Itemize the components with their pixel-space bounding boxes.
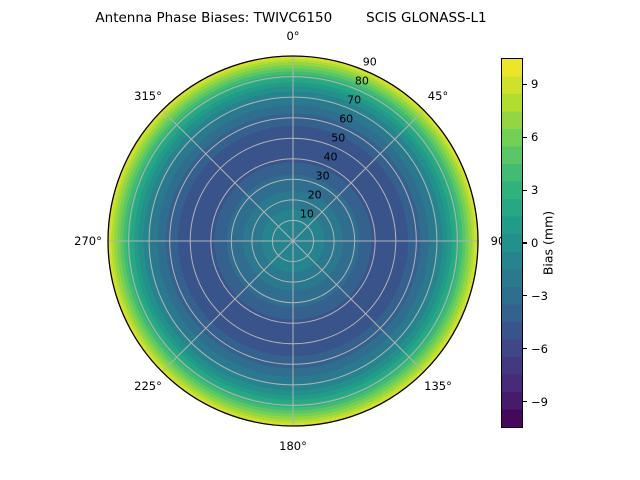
radial-tick-label: 20 xyxy=(307,188,322,202)
angular-tick-label: 225° xyxy=(134,379,162,393)
polar-contour-surface xyxy=(108,56,478,426)
colorbar-tick-mark xyxy=(523,189,527,191)
colorbar-tick-label: 3 xyxy=(531,183,539,198)
colorbar xyxy=(501,58,523,428)
colorbar-tick-mark xyxy=(523,242,527,244)
colorbar-tick-label: 0 xyxy=(531,236,539,250)
radial-tick-label: 90 xyxy=(362,55,377,69)
colorbar-tick-mark xyxy=(523,348,527,350)
angular-tick-label: 270° xyxy=(74,234,102,248)
angular-tick-label: 0° xyxy=(286,29,300,43)
colorbar-tick-mark xyxy=(523,295,527,297)
colorbar-tick-label: 6 xyxy=(531,130,539,145)
colorbar-tick-label: −6 xyxy=(531,341,548,356)
radial-tick-label: 70 xyxy=(347,93,362,107)
angular-tick-label: 180° xyxy=(279,439,307,453)
chart-title-right: SCIS GLONASS-L1 xyxy=(366,10,487,26)
chart-title: Antenna Phase Biases: TWIVC6150 SCIS GLON… xyxy=(0,10,582,26)
angular-tick-label: 45° xyxy=(427,89,449,103)
colorbar-tick-label: 9 xyxy=(531,77,539,92)
angular-tick-label: 315° xyxy=(134,89,162,103)
radial-tick-label: 10 xyxy=(299,207,314,221)
chart-title-left: Antenna Phase Biases: TWIVC6150 xyxy=(95,10,333,26)
radial-tick-label: 50 xyxy=(331,131,346,145)
colorbar-tick-label: −3 xyxy=(531,288,548,303)
colorbar-tick-mark xyxy=(523,401,527,403)
colorbar-tick-mark xyxy=(523,136,527,138)
colorbar-tick-label: −9 xyxy=(531,394,548,409)
colorbar-axis-label: Bias (mm) xyxy=(540,210,556,276)
radial-tick-label: 30 xyxy=(315,169,330,183)
radial-tick-label: 40 xyxy=(323,150,338,164)
radial-tick-label: 60 xyxy=(339,112,354,126)
angular-tick-label: 135° xyxy=(424,379,452,393)
colorbar-tick-mark xyxy=(523,83,527,85)
radial-tick-label: 80 xyxy=(354,74,369,88)
